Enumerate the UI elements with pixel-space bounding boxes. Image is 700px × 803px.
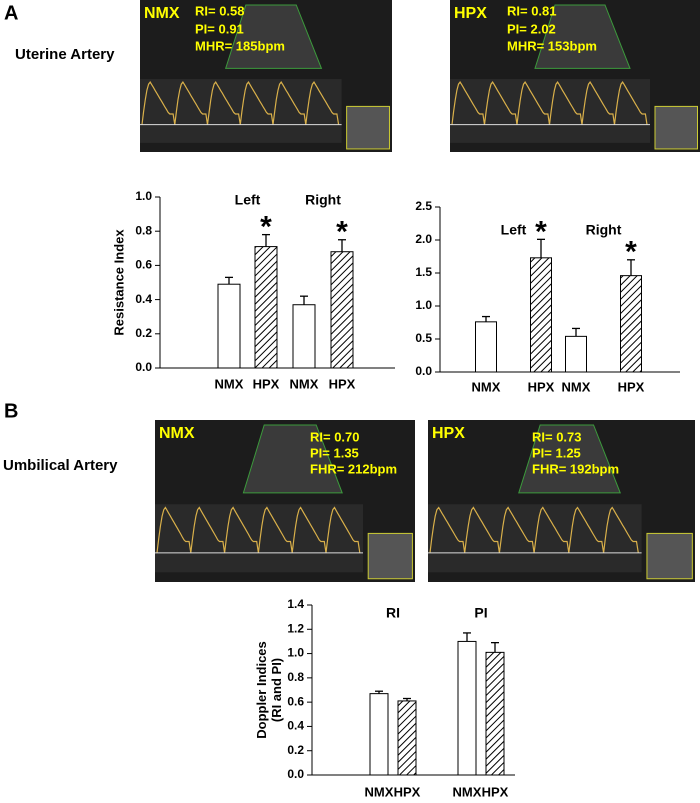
image-label: HPX <box>432 425 465 442</box>
scan-sector <box>224 4 323 69</box>
y-axis-label: Resistance Index <box>111 229 126 336</box>
group-label: PI <box>474 605 487 621</box>
y-tick-label: 0.0 <box>287 767 304 781</box>
bar <box>620 275 642 373</box>
image-measure: MHR= 153bpm <box>507 38 597 53</box>
section-title: Uterine Artery <box>15 46 115 63</box>
group-label: Right <box>586 222 622 238</box>
image-measure: FHR= 212bpm <box>310 461 397 476</box>
image-measure: FHR= 192bpm <box>532 461 619 476</box>
x-tick-label: HPX <box>482 784 509 799</box>
bar <box>565 335 587 373</box>
measure-box <box>646 532 693 580</box>
y-tick-label: 0.2 <box>135 326 152 340</box>
image-measure: PI= 2.02 <box>507 21 556 36</box>
x-tick-label: NMX <box>472 379 501 394</box>
y-tick-label: 1.0 <box>135 189 152 203</box>
scan-sector <box>242 424 343 494</box>
y-tick-label: 0.2 <box>287 743 304 757</box>
section-title: Umbilical Artery <box>3 457 118 474</box>
y-tick-label: 2.5 <box>415 199 432 213</box>
y-tick-label: 1.5 <box>415 265 432 279</box>
x-tick-label: NMX <box>215 376 244 391</box>
spectrum-band <box>428 504 642 573</box>
x-tick-label: NMX <box>365 784 394 799</box>
measure-box <box>346 105 390 150</box>
y-tick-label: 1.0 <box>415 298 432 312</box>
image-measure: RI= 0.58 <box>195 3 245 18</box>
image-measure: PI= 1.35 <box>310 445 359 460</box>
image-measure: RI= 0.73 <box>532 429 582 444</box>
scan-sector <box>518 424 621 494</box>
bar <box>330 251 354 369</box>
y-tick-label: 0.8 <box>287 670 304 684</box>
bar <box>475 321 497 373</box>
panel-label: A <box>4 2 18 24</box>
y-tick-label: 0.5 <box>415 331 432 345</box>
group-label: Right <box>305 192 341 208</box>
y-tick-label: 1.4 <box>287 597 304 611</box>
x-tick-label: HPX <box>253 376 280 391</box>
image-measure: PI= 1.25 <box>532 445 581 460</box>
x-tick-label: NMX <box>453 784 482 799</box>
y-tick-label: 0.0 <box>135 360 152 374</box>
y-tick-label: 1.2 <box>287 621 304 635</box>
bar <box>485 651 505 776</box>
image-label: NMX <box>159 425 195 442</box>
image-label: HPX <box>454 5 487 22</box>
panel-label: B <box>4 400 18 422</box>
significance-marker: * <box>260 211 272 244</box>
bar <box>292 304 316 369</box>
scan-sector <box>534 4 631 69</box>
y-tick-label: 0.4 <box>287 719 304 733</box>
image-measure: MHR= 185bpm <box>195 38 285 53</box>
x-tick-label: HPX <box>394 784 421 799</box>
significance-marker: * <box>535 215 547 248</box>
group-label: Left <box>235 192 261 208</box>
y-tick-label: 1.0 <box>287 646 304 660</box>
group-label: RI <box>386 605 400 621</box>
x-tick-label: NMX <box>290 376 319 391</box>
image-label: NMX <box>144 5 180 22</box>
bar <box>397 700 417 776</box>
x-tick-label: NMX <box>562 379 591 394</box>
y-tick-label: 0.6 <box>287 694 304 708</box>
x-tick-label: HPX <box>329 376 356 391</box>
y-tick-label: 0.8 <box>135 223 152 237</box>
image-measure: RI= 0.70 <box>310 429 360 444</box>
image-measure: RI= 0.81 <box>507 3 557 18</box>
significance-marker: * <box>336 216 348 249</box>
y-tick-label: 2.0 <box>415 232 432 246</box>
significance-marker: * <box>625 236 637 269</box>
bar <box>369 693 389 776</box>
measure-box <box>367 532 413 580</box>
y-tick-label: 0.6 <box>135 258 152 272</box>
x-tick-label: HPX <box>528 379 555 394</box>
y-tick-label: 0.0 <box>415 364 432 378</box>
bar <box>254 246 278 369</box>
x-tick-label: HPX <box>618 379 645 394</box>
measure-box <box>654 105 698 150</box>
y-axis-label: Doppler Indices <box>254 641 269 739</box>
y-axis-label: (RI and PI) <box>269 658 284 722</box>
image-measure: PI= 0.91 <box>195 21 244 36</box>
y-tick-label: 0.4 <box>135 292 152 306</box>
bar <box>217 283 241 369</box>
bar <box>530 257 552 373</box>
group-label: Left <box>501 222 527 238</box>
bar <box>457 640 477 776</box>
